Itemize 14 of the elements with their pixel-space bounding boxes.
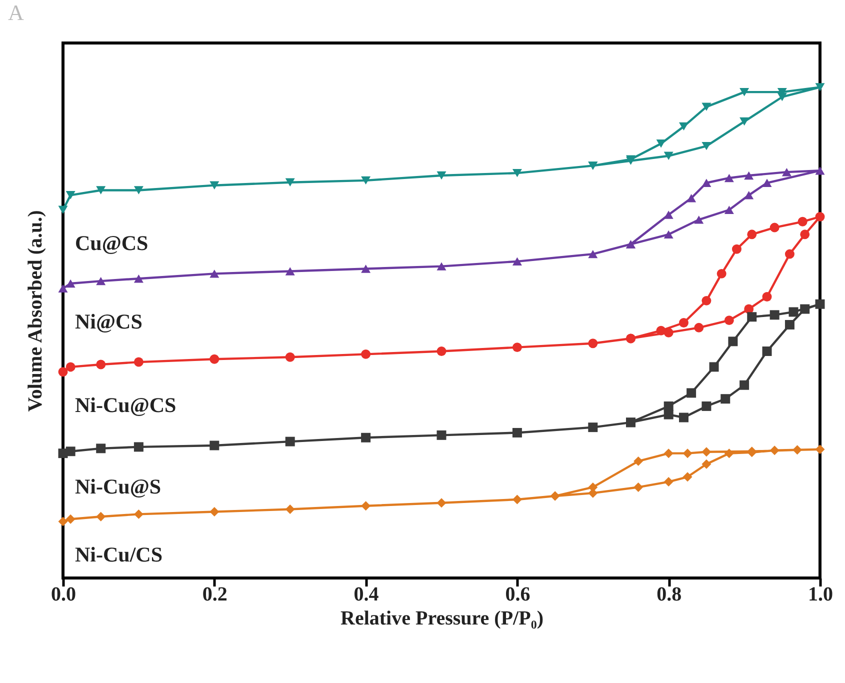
- x-tick-label: 0.4: [354, 584, 379, 606]
- series-label: Ni-Cu@CS: [75, 392, 176, 417]
- series-label: Ni-Cu/CS: [75, 542, 163, 567]
- series-label: Ni@CS: [75, 309, 142, 334]
- x-tick-label: 0.0: [51, 584, 76, 606]
- text: A: [8, 0, 24, 25]
- y-axis-title: Volume Absorbed (a.u.): [24, 210, 46, 412]
- series-label: Ni-Cu@S: [75, 474, 162, 498]
- x-axis-title: Relative Pressure (P/P₀): [340, 608, 544, 630]
- x-tick-label: 0.6: [505, 584, 530, 606]
- x-tick-label: 0.8: [656, 584, 682, 606]
- x-tick-label: 1.0: [808, 584, 833, 606]
- series-label: Cu@CS: [75, 230, 148, 255]
- x-tick-label: 0.2: [202, 584, 228, 606]
